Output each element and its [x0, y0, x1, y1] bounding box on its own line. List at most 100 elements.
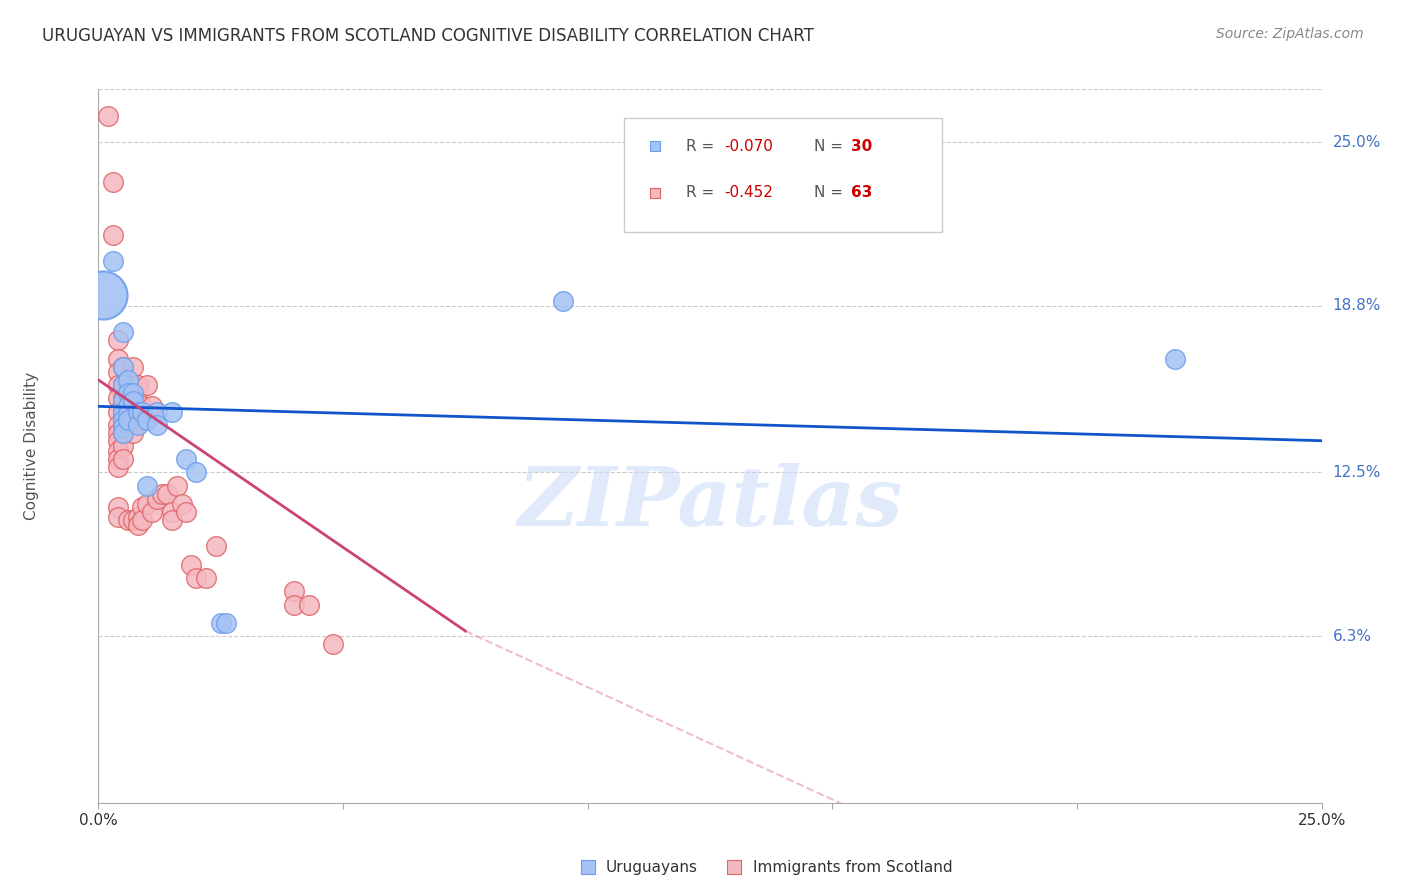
- Point: [117, 412, 139, 426]
- Point: [141, 505, 163, 519]
- Text: 12.5%: 12.5%: [1333, 465, 1381, 480]
- Point: [127, 510, 149, 524]
- Point: [121, 386, 143, 401]
- Point: [150, 486, 173, 500]
- Point: [127, 378, 149, 392]
- Point: [111, 359, 134, 374]
- Point: [107, 510, 129, 524]
- Point: [117, 400, 139, 414]
- Point: [117, 407, 139, 421]
- Point: [127, 404, 149, 418]
- Point: [180, 558, 202, 572]
- Point: [111, 359, 134, 374]
- Point: [136, 497, 159, 511]
- Point: [160, 513, 183, 527]
- Point: [214, 616, 236, 631]
- Point: [136, 412, 159, 426]
- Point: [111, 378, 134, 392]
- Point: [107, 365, 129, 379]
- Point: [146, 417, 169, 432]
- Text: Cognitive Disability: Cognitive Disability: [24, 372, 38, 520]
- Point: [176, 505, 198, 519]
- Point: [117, 400, 139, 414]
- Point: [131, 400, 153, 414]
- Point: [186, 466, 208, 480]
- Point: [146, 491, 169, 506]
- Text: 25.0%: 25.0%: [1333, 135, 1381, 150]
- Point: [107, 417, 129, 432]
- Point: [111, 392, 134, 406]
- Point: [209, 616, 232, 631]
- Text: 30: 30: [851, 139, 872, 153]
- Point: [131, 500, 153, 514]
- Point: [131, 513, 153, 527]
- Point: [111, 378, 134, 392]
- Text: -0.452: -0.452: [724, 186, 773, 200]
- Point: [107, 434, 129, 448]
- Point: [186, 571, 208, 585]
- Point: [131, 412, 153, 426]
- Point: [107, 351, 129, 366]
- Point: [127, 417, 149, 432]
- Point: [111, 404, 134, 418]
- Point: [146, 404, 169, 418]
- Text: 6.3%: 6.3%: [1333, 629, 1372, 644]
- Point: [1164, 351, 1187, 366]
- Point: [107, 404, 129, 418]
- Point: [136, 378, 159, 392]
- Point: [111, 412, 134, 426]
- Text: R =: R =: [686, 186, 718, 200]
- Point: [121, 392, 143, 406]
- Point: [136, 478, 159, 492]
- Text: 18.8%: 18.8%: [1333, 299, 1381, 313]
- Point: [111, 420, 134, 434]
- Point: [283, 584, 305, 599]
- Point: [101, 254, 124, 268]
- Text: Immigrants from Scotland: Immigrants from Scotland: [752, 860, 952, 874]
- Point: [121, 359, 143, 374]
- Point: [160, 505, 183, 519]
- Point: [107, 460, 129, 475]
- Point: [111, 326, 134, 340]
- FancyBboxPatch shape: [624, 118, 942, 232]
- Point: [117, 513, 139, 527]
- Point: [156, 486, 179, 500]
- Text: N =: N =: [814, 139, 848, 153]
- Point: [111, 425, 134, 440]
- Point: [283, 598, 305, 612]
- Point: [121, 513, 143, 527]
- Point: [101, 175, 124, 189]
- Text: Source: ZipAtlas.com: Source: ZipAtlas.com: [1216, 27, 1364, 41]
- Point: [127, 518, 149, 533]
- Point: [111, 452, 134, 467]
- Point: [107, 444, 129, 458]
- Point: [121, 394, 143, 409]
- Point: [107, 333, 129, 347]
- Point: [107, 425, 129, 440]
- Point: [107, 392, 129, 406]
- Text: R =: R =: [686, 139, 718, 153]
- Text: N =: N =: [814, 186, 848, 200]
- Point: [195, 571, 218, 585]
- Text: -0.070: -0.070: [724, 139, 773, 153]
- Point: [111, 417, 134, 432]
- Point: [97, 109, 120, 123]
- Point: [141, 400, 163, 414]
- Point: [111, 394, 134, 409]
- Point: [101, 227, 124, 242]
- Point: [205, 540, 228, 554]
- Point: [117, 381, 139, 395]
- Point: [107, 500, 129, 514]
- Point: [176, 452, 198, 467]
- Point: [111, 425, 134, 440]
- Point: [121, 412, 143, 426]
- Point: [553, 293, 575, 308]
- Text: URUGUAYAN VS IMMIGRANTS FROM SCOTLAND COGNITIVE DISABILITY CORRELATION CHART: URUGUAYAN VS IMMIGRANTS FROM SCOTLAND CO…: [42, 27, 814, 45]
- Point: [131, 404, 153, 418]
- Point: [117, 386, 139, 401]
- Point: [160, 404, 183, 418]
- Point: [91, 288, 114, 302]
- Point: [111, 404, 134, 418]
- Point: [170, 497, 193, 511]
- Point: [166, 478, 188, 492]
